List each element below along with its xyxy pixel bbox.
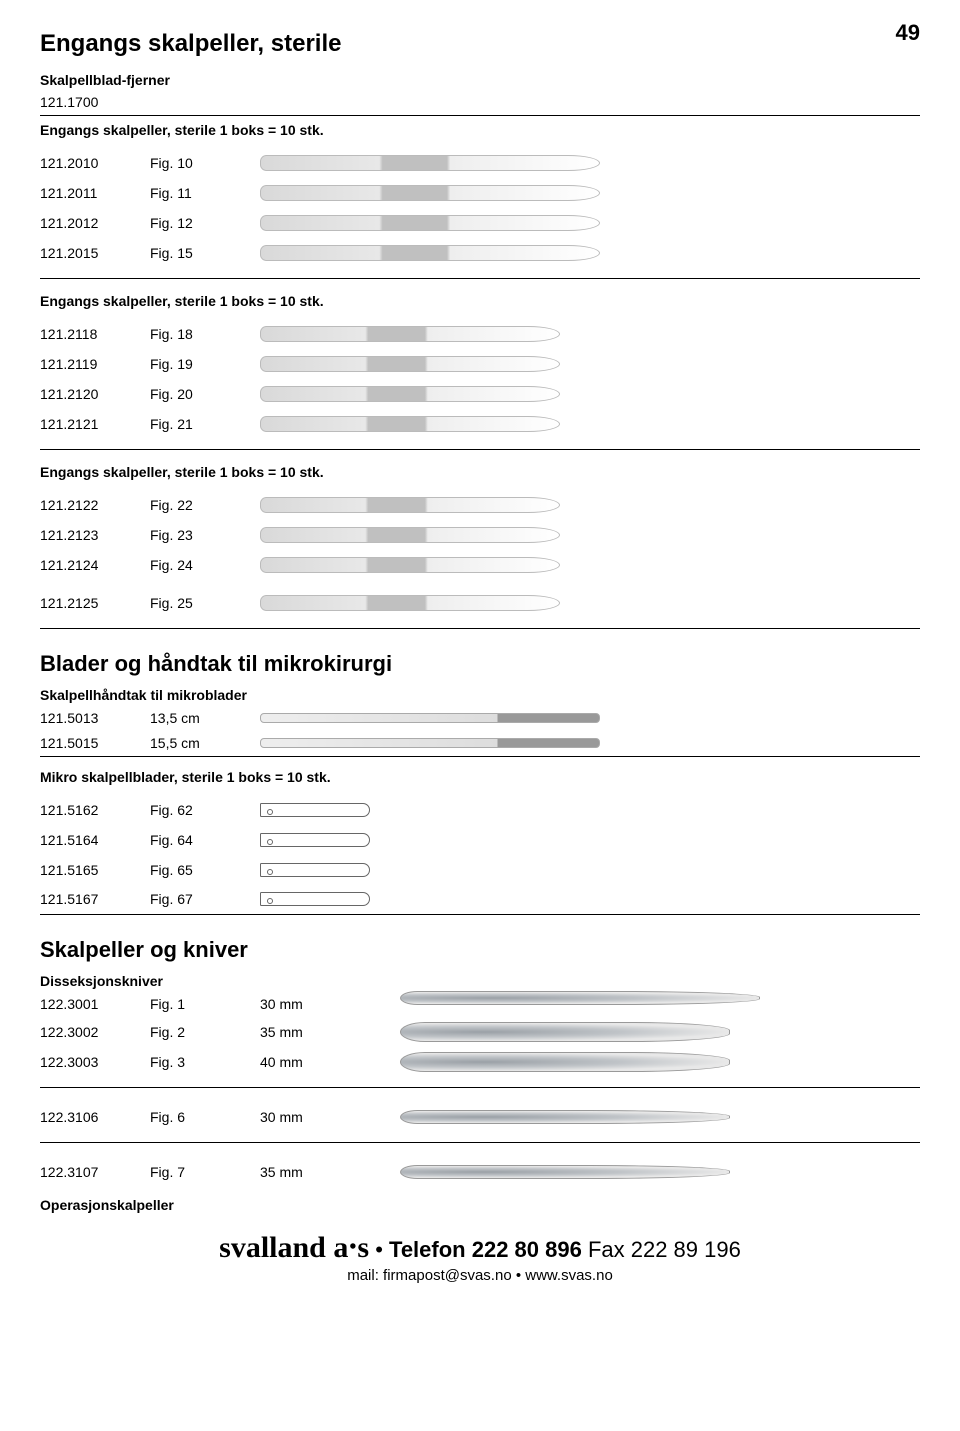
footer-fax: Fax 222 89 196 xyxy=(588,1237,741,1262)
product-size: 35 mm xyxy=(260,1164,400,1180)
product-fig: Fig. 1 xyxy=(150,996,260,1012)
product-fig: Fig. 20 xyxy=(150,386,260,402)
group-heading: Engangs skalpeller, sterile 1 boks = 10 … xyxy=(40,293,920,309)
micro-handle-label: Skalpellhåndtak til mikroblader xyxy=(40,687,920,703)
product-fig: Fig. 15 xyxy=(150,245,260,261)
footer-mail: mail: firmapost@svas.no • www.svas.no xyxy=(40,1267,920,1284)
product-size: 13,5 cm xyxy=(150,710,260,726)
product-code: 122.3003 xyxy=(40,1054,150,1070)
product-code: 121.2118 xyxy=(40,326,150,342)
product-code: 121.2011 xyxy=(40,185,150,201)
knife-image xyxy=(400,1165,730,1179)
scalpel-image xyxy=(260,386,560,402)
knife-image xyxy=(400,1022,730,1042)
page-number: 49 xyxy=(896,20,920,46)
product-code: 121.2121 xyxy=(40,416,150,432)
product-code: 121.2015 xyxy=(40,245,150,261)
product-code: 121.2123 xyxy=(40,527,150,543)
product-fig: Fig. 23 xyxy=(150,527,260,543)
microblade-image xyxy=(260,892,370,906)
product-size: 40 mm xyxy=(260,1054,400,1070)
remover-label: Skalpellblad-fjerner xyxy=(40,72,920,88)
product-code: 122.3106 xyxy=(40,1109,150,1125)
product-code: 121.5015 xyxy=(40,735,150,751)
knife-image xyxy=(400,1052,730,1072)
product-code: 122.3107 xyxy=(40,1164,150,1180)
remover-code: 121.1700 xyxy=(40,94,150,110)
microblade-image xyxy=(260,803,370,817)
page-footer: svalland a•s • Telefon 222 80 896 Fax 22… xyxy=(40,1231,920,1284)
product-fig: Fig. 62 xyxy=(150,802,260,818)
brand-name: svalland a•s xyxy=(219,1231,369,1264)
ops-label: Operasjonskalpeller xyxy=(40,1197,920,1213)
product-fig: Fig. 3 xyxy=(150,1054,260,1070)
scalpel-image xyxy=(260,497,560,513)
product-fig: Fig. 2 xyxy=(150,1024,260,1040)
product-fig: Fig. 11 xyxy=(150,185,260,201)
product-fig: Fig. 67 xyxy=(150,891,260,907)
divider xyxy=(40,628,920,629)
group-heading: Engangs skalpeller, sterile 1 boks = 10 … xyxy=(40,122,920,138)
dissection-label: Disseksjonskniver xyxy=(40,973,920,989)
product-code: 121.5162 xyxy=(40,802,150,818)
handle-image xyxy=(260,713,600,723)
scalpel-image xyxy=(260,527,560,543)
divider xyxy=(40,1087,920,1088)
product-code: 121.5167 xyxy=(40,891,150,907)
product-code: 121.5013 xyxy=(40,710,150,726)
product-code: 122.3001 xyxy=(40,996,150,1012)
scalpel-image xyxy=(260,245,600,261)
product-code: 121.2125 xyxy=(40,595,150,611)
microblade-image xyxy=(260,863,370,877)
footer-telephone: Telefon 222 80 896 xyxy=(389,1237,582,1262)
product-fig: Fig. 65 xyxy=(150,862,260,878)
knife-image xyxy=(400,991,760,1005)
page-title: Engangs skalpeller, sterile xyxy=(40,30,920,58)
microblade-heading: Mikro skalpellblader, sterile 1 boks = 1… xyxy=(40,769,920,785)
product-fig: Fig. 6 xyxy=(150,1109,260,1125)
product-code: 121.2120 xyxy=(40,386,150,402)
scalpel-image xyxy=(260,416,560,432)
scalpel-image xyxy=(260,356,560,372)
divider xyxy=(40,1142,920,1143)
product-fig: Fig. 10 xyxy=(150,155,260,171)
product-size: 30 mm xyxy=(260,996,400,1012)
divider xyxy=(40,449,920,450)
divider xyxy=(40,278,920,279)
product-fig: Fig. 24 xyxy=(150,557,260,573)
product-fig: Fig. 64 xyxy=(150,832,260,848)
product-fig: Fig. 18 xyxy=(150,326,260,342)
handle-image xyxy=(260,738,600,748)
scalpel-image xyxy=(260,185,600,201)
product-code: 121.2122 xyxy=(40,497,150,513)
product-code: 121.2124 xyxy=(40,557,150,573)
microblade-image xyxy=(260,833,370,847)
section-title-micro: Blader og håndtak til mikrokirurgi xyxy=(40,651,920,677)
footer-bullet: • xyxy=(375,1237,389,1262)
scalpel-image xyxy=(260,326,560,342)
section-title-knives: Skalpeller og kniver xyxy=(40,937,920,963)
product-fig: Fig. 12 xyxy=(150,215,260,231)
product-code: 121.5164 xyxy=(40,832,150,848)
group-heading: Engangs skalpeller, sterile 1 boks = 10 … xyxy=(40,464,920,480)
product-fig: Fig. 21 xyxy=(150,416,260,432)
scalpel-image xyxy=(260,155,600,171)
scalpel-image xyxy=(260,557,560,573)
product-size: 35 mm xyxy=(260,1024,400,1040)
scalpel-image xyxy=(260,215,600,231)
product-code: 121.2012 xyxy=(40,215,150,231)
product-fig: Fig. 19 xyxy=(150,356,260,372)
scalpel-image xyxy=(260,595,560,611)
product-code: 122.3002 xyxy=(40,1024,150,1040)
product-size: 15,5 cm xyxy=(150,735,260,751)
product-fig: Fig. 25 xyxy=(150,595,260,611)
product-fig: Fig. 7 xyxy=(150,1164,260,1180)
product-code: 121.2119 xyxy=(40,356,150,372)
product-size: 30 mm xyxy=(260,1109,400,1125)
product-code: 121.2010 xyxy=(40,155,150,171)
product-fig: Fig. 22 xyxy=(150,497,260,513)
knife-image xyxy=(400,1110,730,1124)
product-code: 121.5165 xyxy=(40,862,150,878)
